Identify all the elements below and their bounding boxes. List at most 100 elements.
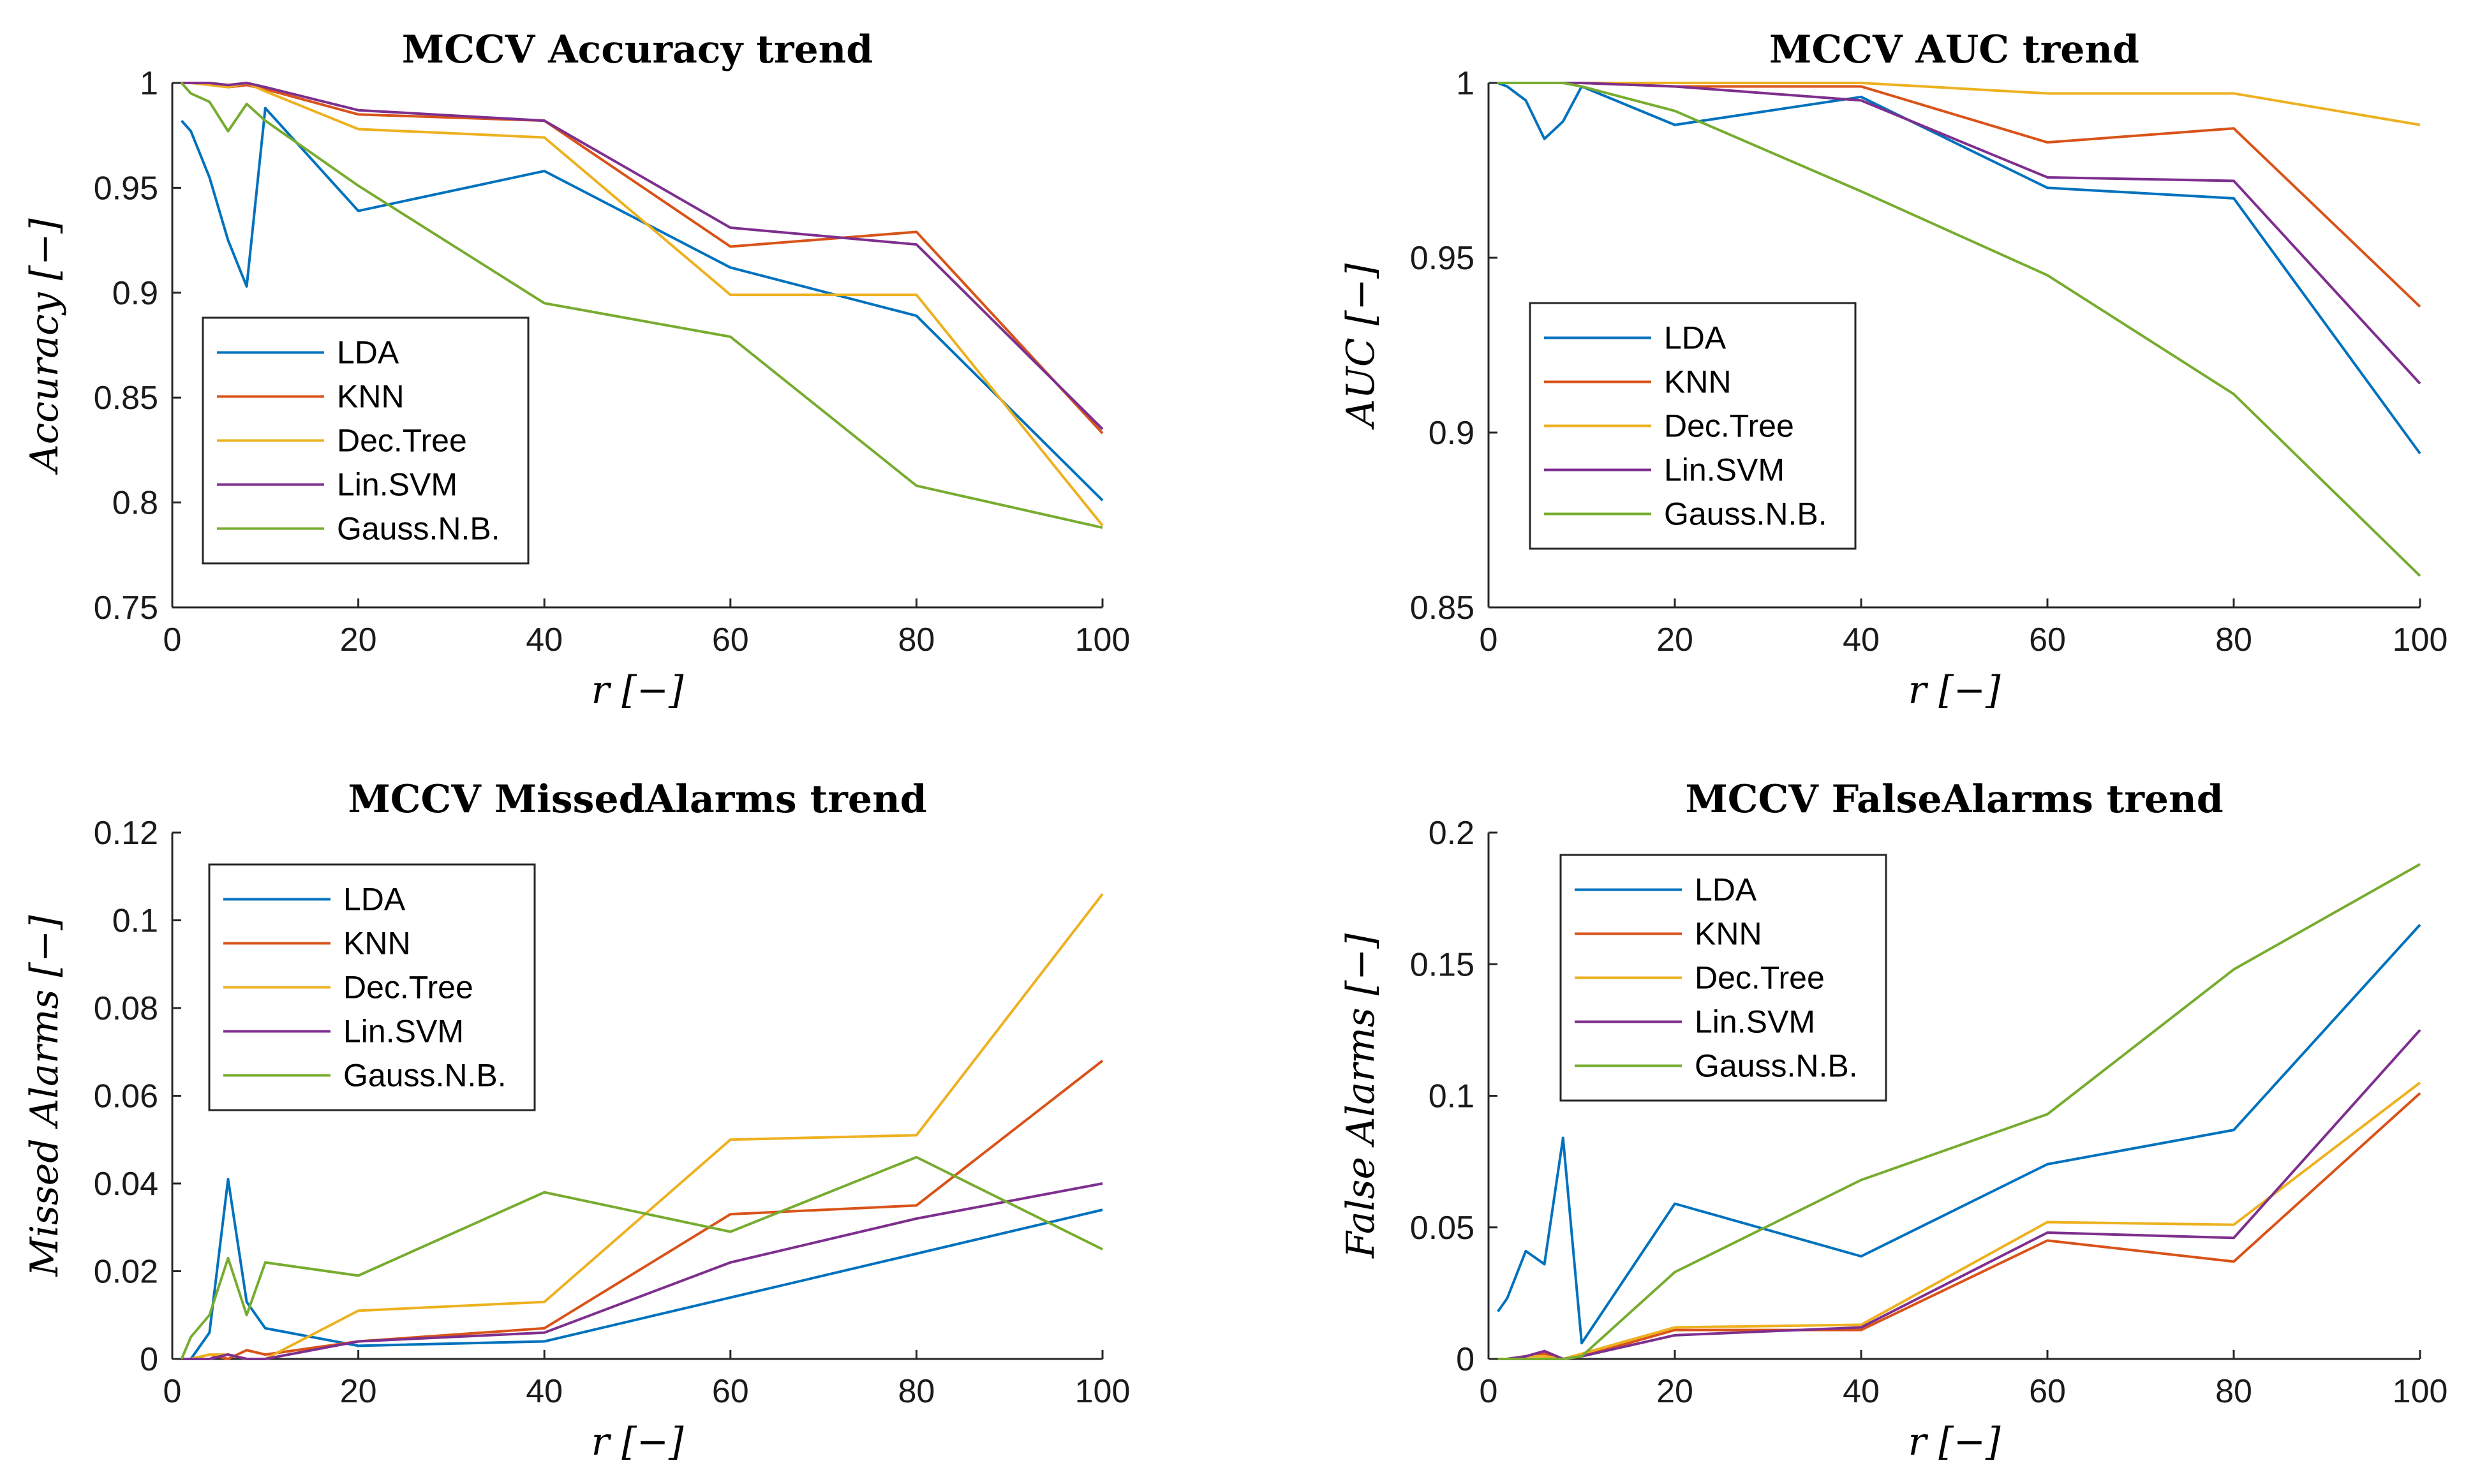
series-line-dec-tree <box>1497 82 2421 126</box>
legend: LDA KNN Dec.Tree Lin.SVM Gauss.N.B. <box>208 863 536 1111</box>
legend-label: Gauss.N.B. <box>1695 1048 1858 1084</box>
legend-label: Gauss.N.B. <box>1664 496 1827 532</box>
x-tick-label: 0 <box>163 1373 182 1410</box>
y-axis-label: Accuracy [−] <box>22 218 67 475</box>
series-line-lda <box>181 1178 1103 1360</box>
x-tick-label: 100 <box>1075 1373 1131 1410</box>
x-tick-label: 20 <box>1656 621 1693 658</box>
chart-panel-1: MCCV Accuracy trend 0 20 40 60 80 100 0.75 0.8 0.… <box>22 27 1130 713</box>
series-line-lda <box>1496 924 2421 1345</box>
x-axis-label: r [−] <box>591 668 684 713</box>
legend-label: Lin.SVM <box>337 467 457 503</box>
series-line-gauss-n-b <box>1497 863 2421 1360</box>
y-axis-label: AUC [−] <box>1339 263 1383 430</box>
y-tick-label: 1 <box>1456 65 1474 102</box>
legend: LDA KNN Dec.Tree Lin.SVM Gauss.N.B. <box>202 316 530 565</box>
legend-label: Dec.Tree <box>343 970 473 1005</box>
series-line-gauss-n-b <box>1497 82 2421 577</box>
y-tick-label: 0.08 <box>94 990 158 1027</box>
y-axis-label: False Alarms [−] <box>1339 933 1383 1259</box>
y-tick-label: 0.1 <box>112 903 158 940</box>
y-tick-label: 0.8 <box>112 485 158 522</box>
y-tick-label: 0.05 <box>1410 1210 1474 1247</box>
x-tick-label: 100 <box>2393 1373 2448 1410</box>
x-tick-label: 80 <box>2215 1373 2252 1410</box>
series-line-lin-svm <box>181 82 1104 430</box>
x-tick-label: 20 <box>1656 1373 1693 1410</box>
series-line-dec-tree <box>1497 1081 2421 1360</box>
y-tick-label: 0.15 <box>1410 946 1474 983</box>
y-tick-label: 0 <box>1456 1341 1474 1378</box>
y-tick-label: 0.85 <box>94 380 158 417</box>
x-tick-label: 40 <box>1843 621 1880 658</box>
y-tick-label: 0.9 <box>1429 415 1474 452</box>
chart-title: MCCV Accuracy trend <box>402 27 873 72</box>
y-tick-label: 0.02 <box>94 1254 158 1291</box>
x-tick-label: 60 <box>2029 1373 2066 1410</box>
y-tick-label: 0.12 <box>94 815 158 852</box>
x-tick-label: 40 <box>526 621 563 658</box>
x-tick-label: 100 <box>2393 621 2448 658</box>
series-line-knn <box>1497 82 2421 308</box>
legend-label: LDA <box>1695 872 1757 908</box>
series-line-lda <box>181 107 1104 501</box>
legend-label: Gauss.N.B. <box>337 511 500 547</box>
x-tick-label: 20 <box>340 621 377 658</box>
y-tick-label: 0.95 <box>94 170 158 207</box>
y-tick-label: 0.04 <box>94 1166 158 1203</box>
y-tick-label: 0.75 <box>94 590 158 627</box>
series-line-dec-tree <box>181 82 1104 527</box>
chart-panel-4: MCCV FalseAlarms trend 0 20 40 60 80 100 0 0.05 0… <box>1339 777 2447 1464</box>
legend-label: Dec.Tree <box>337 423 467 459</box>
legend-label: Dec.Tree <box>1695 960 1825 996</box>
chart-panel-2: MCCV AUC trend 0 20 40 60 80 100 0.85 0.9 0.95 1 r … <box>1339 27 2447 713</box>
legend-label: Lin.SVM <box>1695 1004 1815 1040</box>
y-tick-label: 0.9 <box>112 275 158 312</box>
y-tick-label: 0.1 <box>1429 1078 1474 1115</box>
chart-panel-3: MCCV MissedAlarms trend 0 20 40 60 80 100 0 0.02… <box>22 777 1130 1464</box>
x-tick-label: 100 <box>1075 621 1131 658</box>
x-tick-label: 40 <box>1843 1373 1880 1410</box>
legend-label: KNN <box>343 926 411 961</box>
x-tick-label: 0 <box>163 621 182 658</box>
legend-label: KNN <box>1664 364 1732 400</box>
x-tick-label: 0 <box>1480 1373 1498 1410</box>
series-line-gauss-n-b <box>181 82 1103 530</box>
x-tick-label: 20 <box>340 1373 377 1410</box>
x-tick-label: 60 <box>712 1373 749 1410</box>
legend-label: LDA <box>337 335 399 371</box>
y-tick-label: 0 <box>140 1341 158 1378</box>
x-axis-label: r [−] <box>1908 668 2001 713</box>
y-tick-label: 0.95 <box>1410 240 1474 277</box>
x-axis-label: r [−] <box>1908 1420 2001 1464</box>
x-tick-label: 60 <box>712 621 749 658</box>
series-line-knn <box>1497 1092 2421 1360</box>
legend-label: KNN <box>337 379 405 415</box>
legend-label: KNN <box>1695 916 1762 952</box>
x-axis-label: r [−] <box>591 1420 684 1464</box>
series-line-lin-svm <box>181 1182 1103 1360</box>
chart-title: MCCV FalseAlarms trend <box>1685 777 2223 822</box>
y-tick-label: 0.85 <box>1410 590 1474 627</box>
legend-label: LDA <box>1664 320 1727 356</box>
x-tick-label: 60 <box>2029 621 2066 658</box>
y-tick-label: 1 <box>140 65 158 102</box>
x-tick-label: 80 <box>898 1373 935 1410</box>
legend-label: Lin.SVM <box>1664 452 1785 488</box>
y-tick-label: 0.06 <box>94 1078 158 1115</box>
chart-title: MCCV AUC trend <box>1769 27 2139 72</box>
y-axis-label: Missed Alarms [−] <box>22 915 67 1277</box>
series-line-gauss-n-b <box>180 1155 1103 1360</box>
legend: LDA KNN Dec.Tree Lin.SVM Gauss.N.B. <box>1529 302 1857 550</box>
x-tick-label: 80 <box>2215 621 2252 658</box>
legend: LDA KNN Dec.Tree Lin.SVM Gauss.N.B. <box>1559 854 1887 1102</box>
legend-label: Dec.Tree <box>1664 408 1794 444</box>
y-tick-label: 0.2 <box>1429 815 1474 852</box>
legend-label: LDA <box>343 882 406 917</box>
legend-label: Lin.SVM <box>343 1014 464 1050</box>
chart-title: MCCV MissedAlarms trend <box>348 777 926 822</box>
x-tick-label: 80 <box>898 621 935 658</box>
x-tick-label: 0 <box>1480 621 1498 658</box>
x-tick-label: 40 <box>526 1373 563 1410</box>
